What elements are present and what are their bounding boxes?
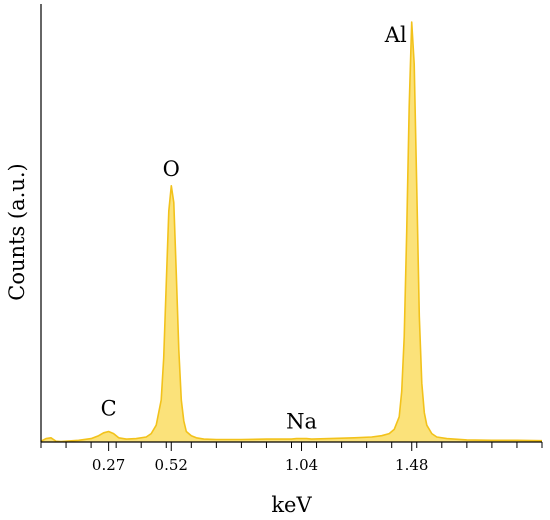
spectrum-area <box>41 22 542 442</box>
peak-label-na: Na <box>286 410 317 434</box>
peak-labels: C O Na Al <box>101 23 407 434</box>
y-axis-label: Counts (a.u.) <box>5 163 29 300</box>
peak-label-al: Al <box>384 23 407 47</box>
x-tick-label: 1.04 <box>285 456 318 474</box>
plot-area <box>40 21 543 443</box>
x-ticks <box>40 442 543 451</box>
x-tick-label: 0.27 <box>92 456 125 474</box>
peak-label-c: C <box>101 397 117 421</box>
x-tick-labels: 0.27 0.52 1.04 1.48 <box>92 456 429 474</box>
x-axis-label: keV <box>271 493 312 517</box>
x-tick-label: 0.52 <box>155 456 188 474</box>
peak-label-o: O <box>163 157 180 181</box>
x-tick-label: 1.48 <box>395 456 428 474</box>
spectrum-line <box>40 21 543 443</box>
